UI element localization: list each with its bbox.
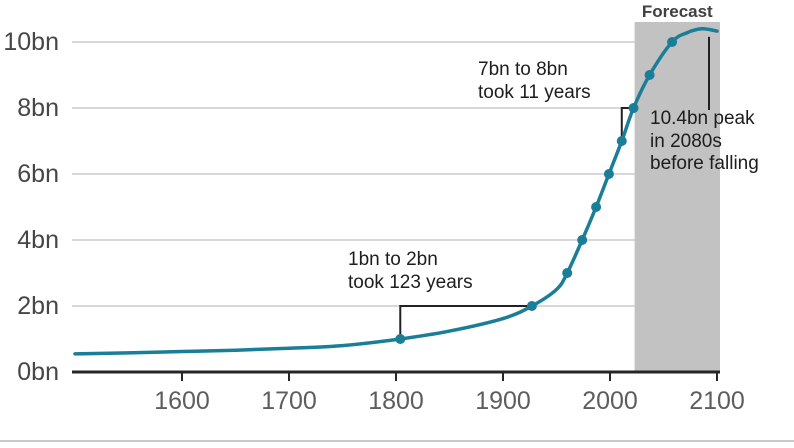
annotation-bracket <box>399 305 532 339</box>
forecast-region-label: Forecast <box>641 2 713 21</box>
milestone-dot <box>644 70 655 80</box>
y-axis-label: 0bn <box>17 358 59 386</box>
annotation-text-span-7bn-8bn: 7bn to 8bn took 11 years <box>478 59 591 103</box>
milestone-dot <box>591 202 602 212</box>
milestone-dot <box>562 268 573 278</box>
annotation-text-span-1bn-2bn: 1bn to 2bn took 123 years <box>348 249 473 293</box>
forecast-band <box>634 22 720 372</box>
bottom-divider <box>0 440 794 442</box>
x-axis-label: 1800 <box>368 387 424 415</box>
milestone-dot <box>526 301 537 311</box>
annotation-text-peak: 10.4bn peak in 2080s before falling <box>650 108 759 174</box>
milestone-dot <box>395 334 406 344</box>
y-axis-label: 2bn <box>17 292 59 320</box>
milestone-dot <box>616 136 627 146</box>
x-axis-label: 2100 <box>689 387 745 415</box>
milestone-dot <box>577 235 588 245</box>
milestone-dot <box>667 37 678 47</box>
y-axis-label: 4bn <box>17 226 59 254</box>
x-axis-label: 1700 <box>261 387 317 415</box>
annotation-bracket <box>620 107 630 141</box>
milestone-dot <box>603 169 614 179</box>
y-axis-label: 8bn <box>17 94 59 122</box>
population-line <box>73 27 719 356</box>
x-axis-label: 2000 <box>582 387 638 415</box>
y-axis-label: 6bn <box>17 160 59 188</box>
y-axis-label: 10bn <box>3 28 59 56</box>
x-axis-label: 1900 <box>475 387 531 415</box>
x-axis-label: 1600 <box>154 387 210 415</box>
milestone-dot <box>628 103 639 113</box>
